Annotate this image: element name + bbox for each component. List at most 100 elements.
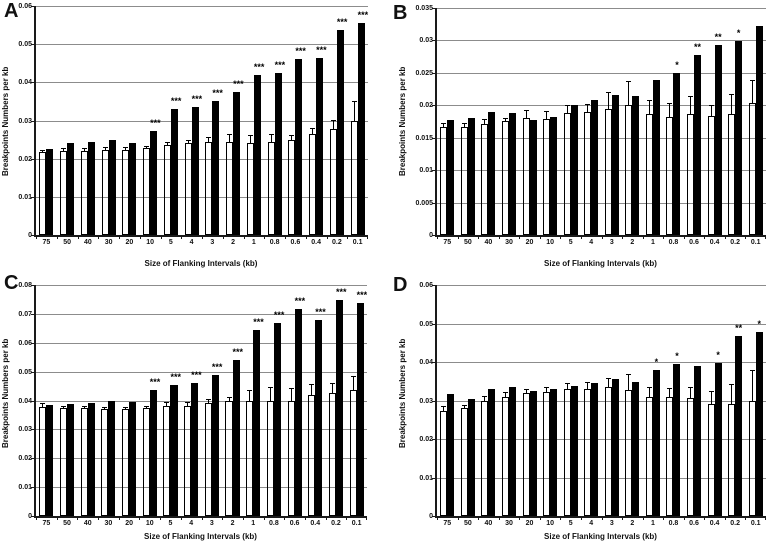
bar-open [39,151,47,235]
error-bar-line [648,387,650,397]
bar-filled [673,72,681,235]
bar-filled [191,382,199,516]
category-group: *** 0.1 [346,285,367,527]
error-bar-line [546,387,548,392]
error-bar-line [504,117,506,121]
x-tick-label: 1 [650,520,655,527]
x-tick-mark [56,235,58,239]
bar-open [728,403,736,516]
gridline [437,323,766,325]
bar-open [350,120,358,235]
y-tick-mark [432,323,435,325]
x-tick-mark [264,235,266,239]
error-bar-cap [626,81,632,83]
x-tick-mark [181,235,183,239]
y-tick-mark [31,285,34,286]
x-tick-mark [683,235,685,239]
x-tick-mark [118,516,120,520]
category-group: *** 0.8 [263,285,284,527]
error-bar-cap [268,133,274,135]
bar-open [122,150,130,235]
error-bar-cap [688,96,694,98]
y-tick-mark [432,40,435,42]
y-tick-label: 0.02 [18,455,32,463]
y-tick-mark [31,516,34,517]
category-group: *** 0.4 [305,6,327,246]
x-tick-label: 3 [209,520,214,527]
x-tick-label: 50 [63,520,71,527]
bar-open [543,391,551,516]
bar-open [143,147,151,235]
x-tick-mark [98,235,100,239]
x-tick-mark [560,235,562,239]
error-bar-line [269,386,271,402]
significance-stars: ** [735,323,743,334]
bar-filled [274,72,282,235]
error-bar-cap [309,383,315,385]
bar-filled [149,389,157,516]
y-tick-mark [31,487,34,489]
bar-open [584,388,592,516]
bar-filled [529,120,537,235]
x-tick-label: 0.1 [750,520,761,527]
bar-open [266,401,274,516]
bar-filled [755,332,763,516]
x-tick-label: 3 [609,239,614,246]
error-bar-line [628,81,630,106]
x-tick-label: 40 [83,239,92,246]
y-tick-mark [432,137,435,139]
error-bar-cap [185,402,191,404]
x-tick-mark [304,516,306,520]
x-tick-mark [519,516,521,520]
x-tick-label: 4 [189,520,194,527]
error-bar-cap [688,387,694,389]
gridline [36,196,368,198]
error-bar-line [669,102,671,117]
error-bar-cap [81,406,87,407]
x-tick-label: 2 [630,239,635,246]
y-tick-mark [31,44,34,46]
x-tick-mark [284,516,286,520]
y-tick-mark [432,105,435,107]
bar-open [728,114,736,235]
x-tick-label: 1 [251,239,256,246]
x-tick-mark [437,235,438,239]
panel-b: B Breakpoints Numbers per kb 0 0.005 0.01 0… [385,0,771,272]
panel-a-x-axis-title: Size of Flanking Intervals (kb) [144,259,258,268]
significance-stars: * [654,357,659,368]
x-tick-mark [724,235,726,239]
bar-filled [550,388,558,516]
bar-open [163,145,171,235]
bar-filled [488,389,496,516]
panel-b-label: B [393,2,408,24]
error-bar-cap [502,392,508,394]
x-tick-mark [326,235,328,239]
x-tick-label: 40 [484,239,493,246]
error-bar-cap [144,146,150,148]
category-group: 50 [56,285,78,527]
bar-open [59,408,68,516]
x-tick-label: 40 [83,520,92,527]
error-bar-line [710,390,712,405]
bar-filled [755,25,763,235]
x-tick-mark [539,235,541,239]
error-bar-cap [267,386,273,388]
bar-filled [253,329,261,516]
bar-open [645,396,653,516]
bar-filled [447,394,455,516]
panel-b-x-axis-title: Size of Flanking Intervals (kb) [544,259,657,268]
error-bar-line [290,388,292,401]
error-bar-cap [708,104,714,106]
y-tick-mark [31,371,34,373]
error-bar-cap [544,387,550,389]
error-bar-cap [289,135,295,137]
x-tick-label: 75 [443,520,452,527]
bar-open [563,388,571,516]
bar-open [80,151,88,235]
error-bar-line [648,100,650,115]
gridline [36,487,367,489]
error-bar-line [331,383,333,394]
error-bar-line [443,123,445,127]
category-group: 4 [580,8,602,246]
bar-filled [87,142,95,235]
